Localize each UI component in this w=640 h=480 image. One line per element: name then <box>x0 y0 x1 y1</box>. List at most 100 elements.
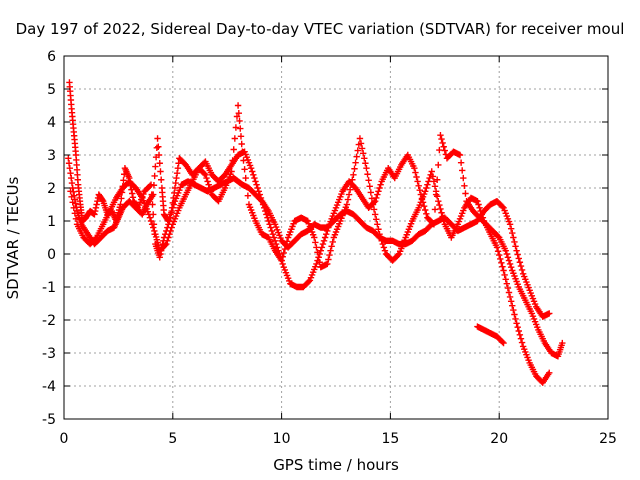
data-point <box>506 221 514 228</box>
y-tick-labels: -5 -4 -3 -2 -1 0 1 2 3 4 5 6 <box>42 49 56 428</box>
data-point <box>370 206 378 213</box>
data-point <box>514 251 521 258</box>
data-point <box>415 182 422 189</box>
data-point <box>511 238 518 246</box>
data-point <box>271 237 279 244</box>
x-tick-label: 15 <box>381 431 399 447</box>
data-point <box>504 254 512 261</box>
x-tick-label: 5 <box>168 431 177 447</box>
data-point <box>503 280 511 287</box>
data-point <box>441 147 448 154</box>
data-point <box>262 207 269 215</box>
data-point <box>430 221 438 228</box>
data-point <box>267 224 274 231</box>
data-point <box>69 199 76 206</box>
data-point <box>433 193 441 200</box>
data-point <box>206 184 213 192</box>
data-point <box>424 181 431 188</box>
data-point <box>255 188 262 195</box>
data-point <box>172 179 179 187</box>
x-axis-label: GPS time / hours <box>273 456 399 474</box>
data-point <box>264 214 271 221</box>
data-point <box>439 213 446 220</box>
data-point <box>499 263 506 270</box>
y-tick-label: 4 <box>47 115 56 131</box>
data-point <box>500 267 507 274</box>
data-point <box>477 207 484 215</box>
data-point <box>459 167 466 174</box>
data-point <box>476 204 483 211</box>
data-point <box>324 227 331 235</box>
y-tick-label: 2 <box>47 181 56 197</box>
data-point <box>546 310 553 317</box>
data-point <box>167 227 174 235</box>
y-axis-label: SDTVAR / TECUs <box>4 176 22 299</box>
data-point <box>414 178 421 185</box>
data-point <box>425 178 432 185</box>
data-point <box>228 168 235 175</box>
data-point <box>157 176 165 183</box>
data-point <box>496 251 503 259</box>
data-point <box>257 194 265 202</box>
y-tick-label: 1 <box>47 214 56 230</box>
data-point <box>432 188 440 195</box>
data-point <box>201 170 208 177</box>
series-trace-2 <box>66 79 566 360</box>
data-point <box>91 207 99 215</box>
data-point <box>68 193 75 200</box>
y-tick-label: 5 <box>47 82 56 98</box>
data-point <box>71 210 79 217</box>
data-point <box>364 171 371 178</box>
plot-frame <box>63 55 609 420</box>
data-point <box>433 176 441 183</box>
data-point <box>148 191 155 198</box>
data-point <box>173 169 181 177</box>
data-point <box>317 247 324 254</box>
data-point <box>65 160 73 167</box>
data-point <box>507 225 515 232</box>
data-point <box>151 172 158 180</box>
data-point <box>479 214 487 221</box>
data-point <box>252 178 259 185</box>
data-point <box>155 143 162 150</box>
data-point <box>517 335 525 342</box>
data-point <box>242 174 249 182</box>
data-point <box>325 256 332 263</box>
data-point <box>440 143 447 150</box>
data-point <box>263 211 270 218</box>
data-point <box>512 243 519 250</box>
data-point <box>380 244 388 251</box>
data-point <box>235 110 243 117</box>
data-point <box>318 244 326 251</box>
data-point <box>232 124 240 131</box>
data-point <box>430 178 438 185</box>
data-point <box>423 210 430 218</box>
data-point <box>436 201 443 209</box>
data-point <box>68 179 76 187</box>
data-point <box>506 260 514 268</box>
data-point <box>509 229 516 237</box>
data-point <box>505 257 513 264</box>
data-point <box>429 173 437 180</box>
data-point <box>501 271 508 279</box>
data-point <box>516 331 524 339</box>
data-point <box>92 235 99 242</box>
data-point <box>374 191 381 198</box>
data-point <box>375 226 382 233</box>
data-point <box>149 201 156 208</box>
data-point <box>326 251 333 259</box>
series-trace-1 <box>65 135 553 320</box>
data-point <box>236 117 243 125</box>
data-point <box>497 255 504 263</box>
data-point <box>117 201 124 208</box>
data-point <box>249 168 256 175</box>
data-point <box>165 234 172 241</box>
data-point <box>170 194 177 202</box>
data-point <box>156 254 163 261</box>
y-tick-label: -4 <box>42 379 56 395</box>
data-point <box>168 204 176 211</box>
data-point <box>312 239 319 246</box>
data-point <box>230 146 237 153</box>
data-point <box>357 140 365 147</box>
